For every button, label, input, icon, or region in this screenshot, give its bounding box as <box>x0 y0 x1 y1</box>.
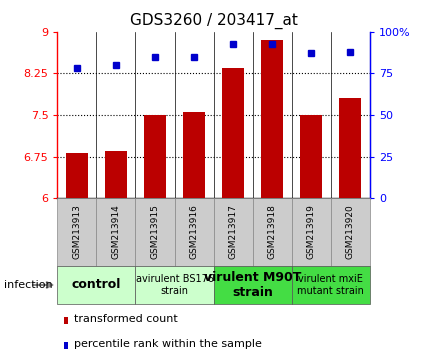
Bar <box>144 115 166 198</box>
Text: control: control <box>72 279 121 291</box>
Bar <box>213 266 292 304</box>
Bar <box>96 198 136 266</box>
Bar <box>183 112 205 198</box>
Text: virulent M90T
strain: virulent M90T strain <box>204 271 301 299</box>
Bar <box>292 266 370 304</box>
Bar <box>175 198 213 266</box>
Text: virulent mxiE
mutant strain: virulent mxiE mutant strain <box>297 274 364 296</box>
Bar <box>57 266 136 304</box>
Text: GSM213920: GSM213920 <box>346 205 355 259</box>
Text: GSM213914: GSM213914 <box>111 205 120 259</box>
Text: GSM213918: GSM213918 <box>268 204 277 259</box>
Text: percentile rank within the sample: percentile rank within the sample <box>74 339 262 349</box>
Bar <box>64 317 68 324</box>
Text: GSM213917: GSM213917 <box>229 204 238 259</box>
Text: avirulent BS176
strain: avirulent BS176 strain <box>136 274 213 296</box>
Bar <box>261 40 283 198</box>
Bar <box>136 266 213 304</box>
Bar <box>222 68 244 198</box>
Bar <box>292 198 331 266</box>
Bar <box>331 198 370 266</box>
Title: GDS3260 / 203417_at: GDS3260 / 203417_at <box>130 13 298 29</box>
Text: GSM213915: GSM213915 <box>150 204 159 259</box>
Text: transformed count: transformed count <box>74 314 178 324</box>
Text: GSM213913: GSM213913 <box>72 204 82 259</box>
Bar <box>105 151 127 198</box>
Bar <box>66 153 88 198</box>
Text: GSM213919: GSM213919 <box>307 204 316 259</box>
Text: infection: infection <box>4 280 53 290</box>
Text: GSM213916: GSM213916 <box>190 204 198 259</box>
Bar <box>64 342 68 349</box>
Bar <box>213 198 252 266</box>
Bar <box>340 98 361 198</box>
Bar <box>300 115 322 198</box>
Bar <box>252 198 292 266</box>
Bar <box>136 198 175 266</box>
Bar <box>57 198 96 266</box>
